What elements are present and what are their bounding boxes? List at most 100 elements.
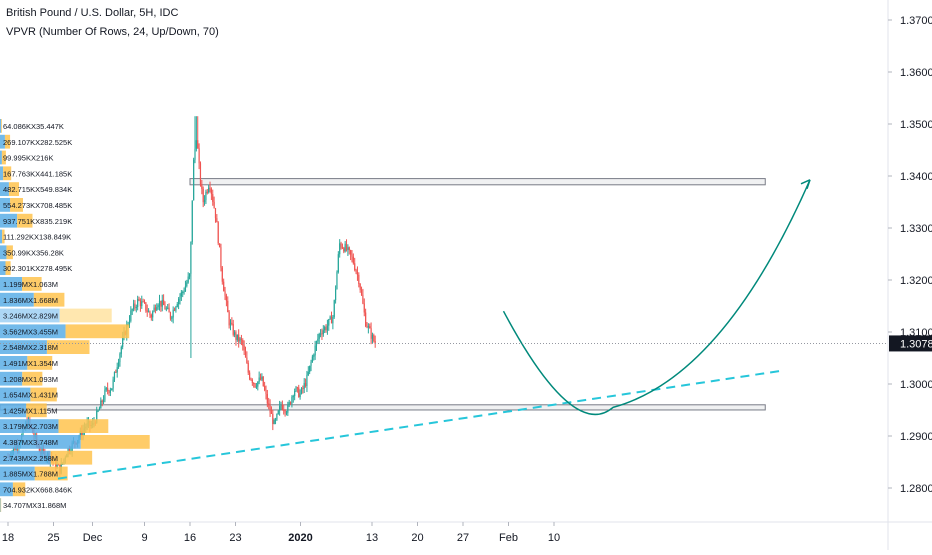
candle-up [82, 430, 84, 437]
vp-down-bar [8, 182, 19, 196]
candle-up [294, 391, 296, 397]
candle-down [247, 363, 249, 373]
price-tick-label: 1.3300 [900, 223, 932, 235]
vp-down-bar [6, 245, 13, 260]
candle-up [79, 430, 81, 438]
indicator-legend[interactable]: VPVR (Number Of Rows, 24, Up/Down, 70) [6, 26, 219, 38]
candle-up [318, 333, 320, 339]
symbol-title[interactable]: British Pound / U.S. Dollar, 5H, IDC [6, 7, 179, 19]
vp-up-bar [0, 150, 2, 165]
candle-up [280, 405, 282, 407]
support-zone [0, 404, 766, 411]
candle-up [135, 307, 137, 309]
time-tick-label: 10 [548, 532, 560, 544]
vp-row-label: 1.654MX1.431M [3, 391, 58, 400]
vp-up-bar [0, 340, 47, 354]
candle-up [319, 333, 322, 335]
candle-down [265, 389, 267, 395]
candle-up [329, 316, 331, 320]
vp-row-label: 554.273KX708.485K [3, 201, 72, 210]
vp-up-bar [0, 435, 81, 449]
vp-row-label: 99.995KX216K [3, 154, 53, 163]
candle-down [370, 328, 372, 339]
candle-down [108, 390, 110, 393]
candle-down [209, 187, 211, 189]
candle-up [178, 299, 180, 305]
vp-down-bar [17, 213, 33, 228]
candle-up [315, 341, 318, 346]
candle-down [354, 263, 356, 271]
candle-down [296, 387, 298, 389]
candle-down [351, 254, 353, 257]
ascending-trendline [57, 369, 784, 480]
price-axis[interactable]: 1.37001.36001.35001.34001.33001.32001.31… [0, 15, 932, 495]
candle-up [239, 338, 241, 342]
candle-down [343, 248, 345, 252]
candle-up [229, 322, 232, 326]
candle-up [105, 388, 107, 390]
vp-up-bar [0, 419, 59, 433]
vp-row-label: 1.199MX1.063M [3, 280, 58, 289]
candle-up [183, 291, 185, 293]
vp-up-bar [0, 229, 3, 244]
vp-up-bar [0, 403, 27, 418]
vp-row-label: 3.179MX2.703M [3, 422, 58, 431]
candle-down [243, 345, 245, 351]
candle-down [281, 405, 283, 410]
candle-down [145, 302, 147, 311]
candle-up [324, 327, 326, 331]
candle-up [326, 325, 329, 331]
candle-down [139, 300, 142, 307]
candle-down [231, 322, 233, 325]
time-tick-label: 16 [184, 532, 196, 544]
vp-row-label: 2.743MX2.258M [3, 454, 58, 463]
vp-down-bar [59, 308, 112, 323]
vp-up-bar [0, 466, 35, 481]
candle-up [299, 393, 301, 398]
vp-up-bar [0, 134, 5, 149]
candle-down [173, 309, 176, 311]
candle-up [120, 346, 122, 354]
vp-row-label: 350.99KX356.28K [3, 248, 64, 257]
vp-up-bar [0, 324, 66, 339]
vp-down-bar [12, 482, 26, 497]
candle-up [337, 254, 339, 273]
time-tick-label: 23 [229, 532, 241, 544]
candle-down [57, 464, 60, 466]
candle-up [113, 371, 116, 380]
candle-up [292, 396, 294, 398]
candle-down [220, 247, 222, 268]
candle-down [321, 333, 323, 335]
vp-up-bar [0, 277, 23, 291]
candle-up [367, 326, 369, 328]
vp-row-label: 3.246MX2.829M [3, 312, 58, 321]
time-tick-label: 18 [2, 532, 14, 544]
time-axis[interactable]: 18 25 Dec 9 16 23 2020 13 20 27 Feb 10 [2, 522, 560, 544]
vp-row-label: 937.751KX835.219K [3, 217, 72, 226]
vp-down-bar [3, 166, 12, 181]
candle-down [363, 303, 365, 313]
candle-up [317, 338, 319, 342]
candle-up [12, 447, 15, 452]
candle-down [242, 340, 244, 346]
candle-down [359, 283, 361, 290]
candle-down [210, 188, 212, 195]
candle-up [339, 243, 341, 255]
candle-down [163, 299, 165, 306]
candle-up [104, 389, 106, 400]
candle-down [134, 303, 136, 308]
candle-up [258, 377, 260, 382]
candle-down [304, 383, 307, 386]
candle-up [285, 412, 288, 414]
resistance-zone [189, 178, 766, 186]
candle-down [266, 394, 268, 404]
vp-down-bar [58, 419, 109, 433]
annotation-zones[interactable] [0, 178, 766, 411]
vp-up-bar [0, 387, 31, 402]
drawing-tools[interactable] [57, 179, 811, 480]
candle-up [188, 273, 191, 277]
candle-up [171, 317, 173, 319]
